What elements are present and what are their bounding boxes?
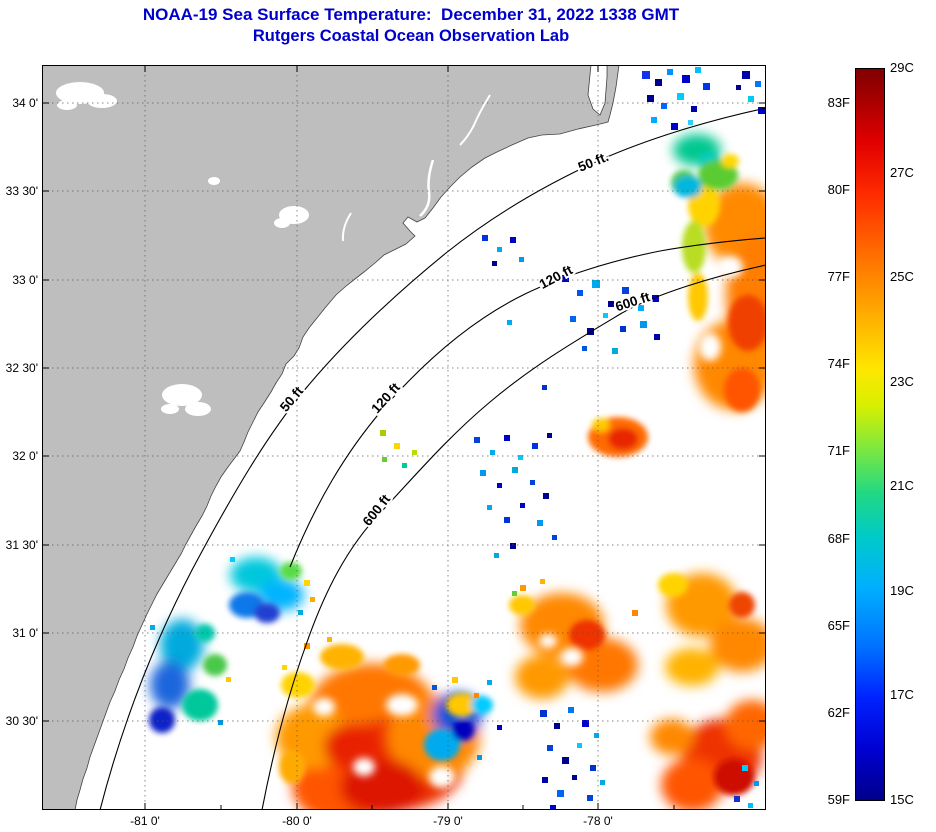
y-axis-label: 32 0' <box>12 449 38 463</box>
contour-600ft <box>261 264 767 811</box>
colorbar-label-c: 23C <box>890 374 914 389</box>
colorbar-label-f: 65F <box>827 618 850 633</box>
y-axis-label: 34 0' <box>12 96 38 110</box>
colorbar-label-f: 62F <box>827 705 850 720</box>
colorbar-label-f: 71F <box>827 443 850 458</box>
colorbar-label-f: 83F <box>827 95 850 110</box>
sst-blobs-small <box>149 152 768 795</box>
landmass <box>41 64 620 811</box>
y-axis-label: 31 30' <box>5 538 38 552</box>
depth-contours <box>99 107 767 811</box>
colorbar-label-f: 80F <box>827 182 850 197</box>
sst-map: 50 ft. 120 ft 600 ft 50 ft 120 ft 600 ft <box>41 64 794 823</box>
y-axis-label: 30 30' <box>5 714 38 728</box>
map-border <box>42 65 766 810</box>
colorbar-label-c: 29C <box>890 60 914 75</box>
sst-speckles <box>150 67 765 811</box>
grid-lines <box>42 65 766 810</box>
colorbar-label-c: 27C <box>890 165 914 180</box>
contour-50ft <box>99 107 767 811</box>
contour-120ft <box>289 237 767 568</box>
colorbar-label-f: 74F <box>827 356 850 371</box>
x-axis-label: -80 0' <box>282 814 312 828</box>
colorbar-label-c: 25C <box>890 269 914 284</box>
x-axis-label: -79 0' <box>433 814 463 828</box>
colorbar-label-f: 77F <box>827 269 850 284</box>
x-axis-label: -81 0' <box>130 814 160 828</box>
colorbar-label-c: 21C <box>890 478 914 493</box>
colorbar-label-f: 59F <box>827 792 850 807</box>
colorbar-label-c: 17C <box>890 687 914 702</box>
y-axis-label: 32 30' <box>5 361 38 375</box>
colorbar-label-f: 68F <box>827 531 850 546</box>
y-axis-label: 33 0' <box>12 273 38 287</box>
y-axis-label: 31 0' <box>12 626 38 640</box>
x-axis-label: -78 0' <box>583 814 613 828</box>
temperature-colorbar <box>855 68 885 801</box>
y-axis-label: 33 30' <box>5 184 38 198</box>
colorbar-label-c: 19C <box>890 583 914 598</box>
sst-map-panel: 50 ft. 120 ft 600 ft 50 ft 120 ft 600 ft <box>41 64 794 823</box>
figure-subtitle: Rutgers Coastal Ocean Observation Lab <box>252 27 570 45</box>
colorbar-label-c: 15C <box>890 792 914 807</box>
axis-ticks <box>42 65 766 810</box>
figure-title: NOAA-19 Sea Surface Temperature: Decembe… <box>142 5 680 24</box>
clouds-over-land <box>56 82 491 416</box>
